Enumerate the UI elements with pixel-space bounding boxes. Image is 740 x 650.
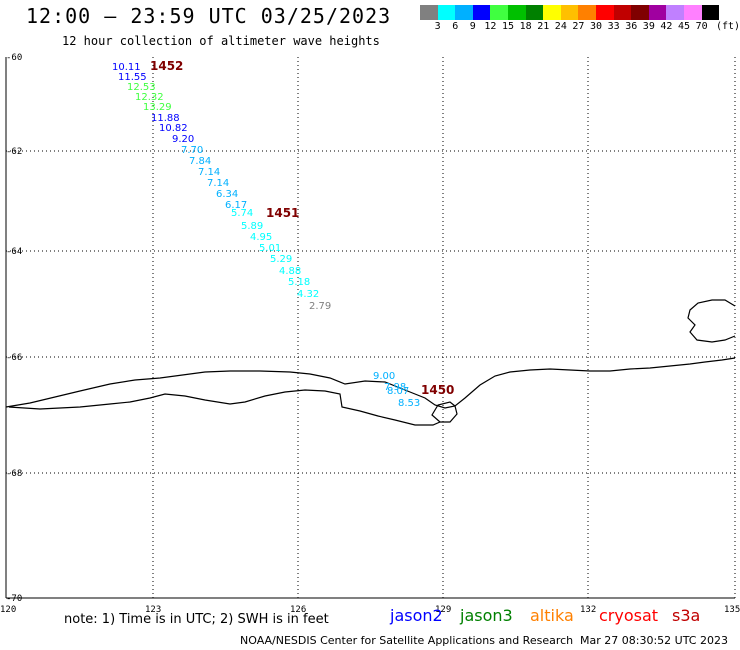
color-swatch [490,5,508,20]
color-scale-label: 39 [642,21,655,32]
wave-height-label: 7.14 [207,178,229,189]
color-swatch [420,5,438,20]
lat-label: -64 [6,247,22,257]
pass-time-label: 1450 [421,383,454,397]
color-swatch [437,5,456,20]
wave-height-label: 7.14 [198,167,220,178]
antarctic-coastline [5,299,736,426]
color-swatch [683,5,702,20]
color-scale-label: 42 [660,21,673,32]
color-scale-label: 27 [572,21,585,32]
color-swatch [648,5,667,20]
satellite-legend-altika: altika [530,606,574,625]
lon-label: 120 [0,605,16,615]
color-swatch [631,5,649,20]
lon-label: 132 [580,605,596,615]
lat-lon-grid [6,57,736,598]
color-scale-label: 18 [519,21,532,32]
color-scale-label: 15 [502,21,515,32]
color-scale-label: 30 [590,21,603,32]
color-swatch [560,5,579,20]
map-title: 12:00 – 23:59 UTC 03/25/2023 [26,4,392,28]
lat-label: -60 [6,53,22,63]
wave-height-label: 10.82 [159,123,188,134]
color-swatch [701,5,720,20]
wave-height-label: 5.89 [241,221,263,232]
lon-label: 129 [435,605,451,615]
wave-height-label: 11.88 [151,113,180,124]
lat-label: -62 [6,147,22,157]
map-frame [5,57,735,599]
map-subtitle: 12 hour collection of altimeter wave hei… [62,34,380,48]
wave-height-label: 4.32 [297,289,319,300]
wave-height-label: 4.95 [250,232,272,243]
color-scale-label: 45 [678,21,691,32]
lat-label: -66 [6,353,22,363]
wave-height-label: 12.53 [127,82,156,93]
lon-label: 135 [724,605,740,615]
lon-label: 123 [145,605,161,615]
satellite-legend-jason2: jason2 [390,606,443,625]
generation-timestamp: Mar 27 08:30:52 UTC 2023 [580,634,728,647]
color-swatch [507,5,526,20]
wave-height-label: 5.01 [259,243,281,254]
satellite-legend-s3a: s3a [672,606,701,625]
wave-height-label: 7.84 [189,156,211,167]
color-swatch [595,5,614,20]
lon-label: 126 [290,605,306,615]
satellite-legend-jason3: jason3 [460,606,513,625]
color-swatch [525,5,544,20]
color-scale-label: 21 [537,21,550,32]
color-swatch [472,5,491,20]
credit-line: NOAA/NESDIS Center for Satellite Applica… [240,634,574,647]
color-scale-label: 6 [452,21,459,32]
wave-height-label: 4.88 [279,266,301,277]
color-scale-unit: (ft) [716,21,740,32]
color-scale-label: 24 [554,21,567,32]
color-scale-labels: 3 6 9 12 15 18 21 24 27 30 33 36 39 42 45 70 (ft) [420,21,740,35]
wave-height-label: 5.29 [270,254,292,265]
color-scale-label: 70 [695,21,708,32]
wave-height-label: 13.29 [143,102,172,113]
wave-height-label: 8.07 [387,386,409,397]
wave-height-label: 5.18 [288,277,310,288]
wave-height-label: 5.74 [231,208,253,219]
wave-height-label: 12.32 [135,92,164,103]
pass-time-labels: 1452 1451 1450 [150,59,454,397]
wave-height-label: 2.79 [309,301,331,312]
color-swatch [666,5,684,20]
satellite-legend-cryosat: cryosat [599,606,659,625]
color-swatch [613,5,632,20]
color-scale-label: 3 [434,21,441,32]
wave-height-label: 11.55 [118,72,147,83]
units-note: note: 1) Time is in UTC; 2) SWH is in fe… [64,612,329,627]
pass-time-label: 1451 [266,206,299,220]
color-scale-bar [420,5,720,20]
color-scale-label: 12 [484,21,497,32]
wave-height-label: 8.53 [398,398,420,409]
pass-time-label: 1452 [150,59,183,73]
color-swatch [543,5,561,20]
wave-observations: 10.1111.5512.5312.3213.2911.8810.829.207… [112,62,420,409]
color-swatch [578,5,596,20]
wave-height-label: 7.70 [181,145,203,156]
lat-label: -70 [6,594,22,604]
lat-label: -68 [6,469,22,479]
wave-height-label: 6.17 [225,200,247,211]
wave-height-label: 6.34 [216,189,238,200]
wave-height-label: 10.11 [112,62,141,73]
color-scale-label: 9 [469,21,476,32]
color-scale-label: 36 [625,21,638,32]
wave-height-label: 9.20 [172,134,194,145]
color-swatch [455,5,473,20]
wave-height-label: 7.98 [384,382,406,393]
wave-height-label: 9.00 [373,371,395,382]
color-scale-label: 33 [607,21,620,32]
